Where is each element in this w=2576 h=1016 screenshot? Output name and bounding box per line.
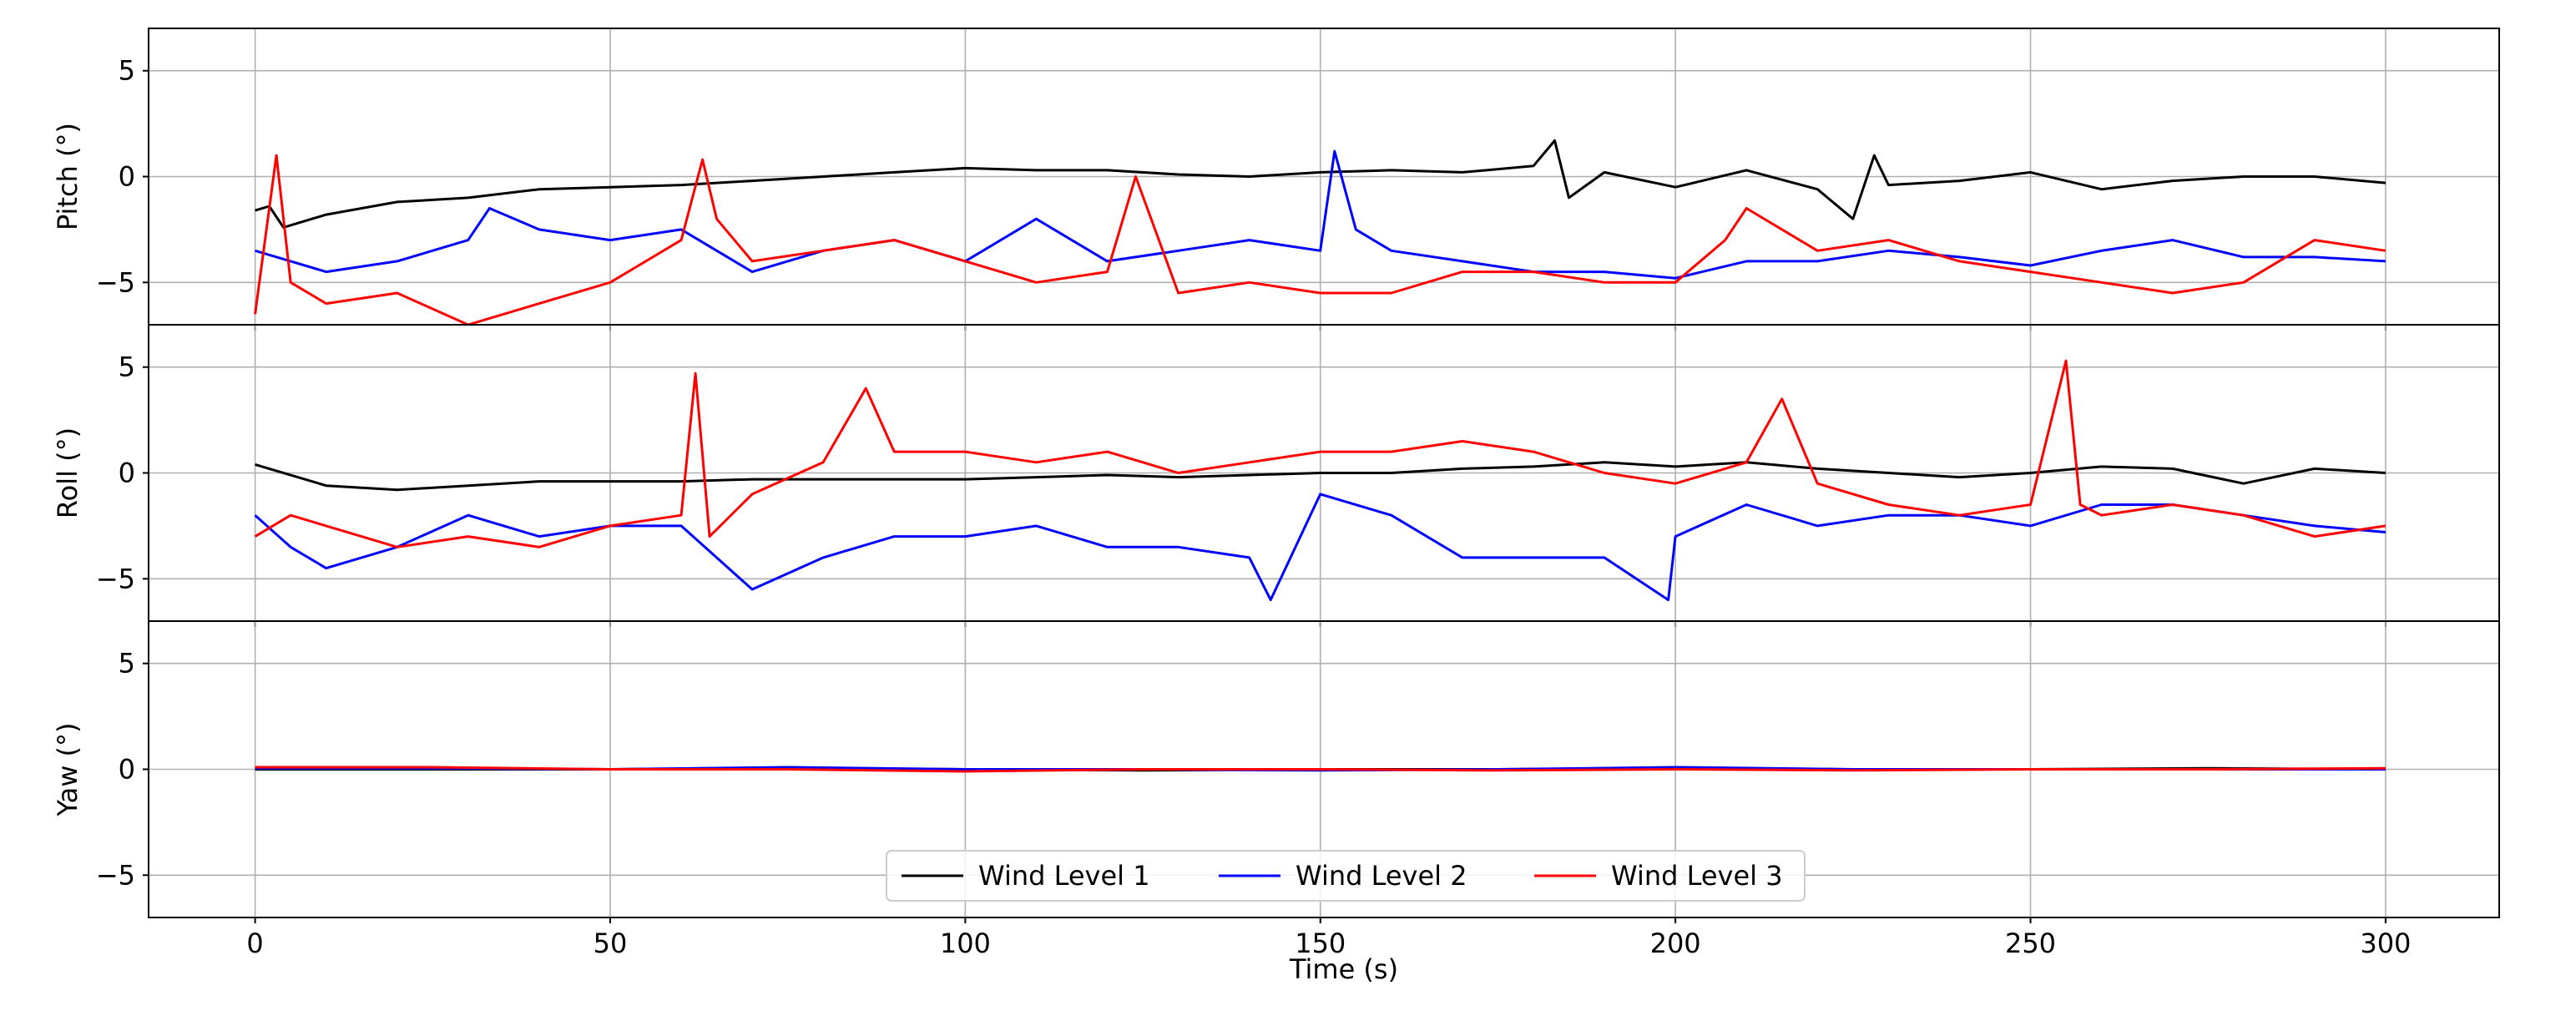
pitch-panel: 5 0 −5 Pitch (°) xyxy=(52,28,2500,331)
legend: Wind Level 1 Wind Level 2 Wind Level 3 xyxy=(886,850,1806,902)
roll-panel: 5 0 −5 Roll (°) xyxy=(52,324,2500,627)
pitch-y-tick-label: −5 xyxy=(96,266,135,298)
pitch-series-wind-level-2 xyxy=(255,149,2386,280)
x-tick-label: 50 xyxy=(593,928,628,959)
roll-y-tick-label: 5 xyxy=(119,351,135,383)
x-tick-label: 300 xyxy=(2360,928,2411,959)
legend-label-wind-level-2: Wind Level 2 xyxy=(1296,860,1467,892)
yaw-series-wind-level-3 xyxy=(255,766,2386,773)
yaw-y-tick-label: 5 xyxy=(119,648,135,680)
pitch-y-axis-label: Pitch (°) xyxy=(52,123,83,230)
yaw-y-tick-label: 0 xyxy=(119,754,135,786)
x-tick-label: 150 xyxy=(1295,928,1346,959)
roll-series-wind-level-3 xyxy=(254,359,2387,548)
x-axis-label: Time (s) xyxy=(1289,953,1398,985)
pitch-series-wind-level-3 xyxy=(254,154,2387,325)
x-tick-label: 200 xyxy=(1650,928,1701,959)
x-tick-label: 250 xyxy=(2005,928,2056,959)
roll-y-tick-label: 0 xyxy=(119,457,135,489)
legend-box xyxy=(886,850,1806,902)
roll-series-wind-level-1 xyxy=(255,461,2386,492)
yaw-y-tick-label: −5 xyxy=(96,859,135,891)
yaw-axes-frame xyxy=(148,620,2500,918)
roll-series-wind-level-2 xyxy=(254,493,2387,602)
x-tick-label: 0 xyxy=(246,928,263,959)
pitch-series-wind-level-1 xyxy=(255,139,2387,229)
legend-label-wind-level-1: Wind Level 1 xyxy=(978,860,1150,892)
pitch-y-tick-label: 0 xyxy=(119,161,135,193)
x-tick-label: 100 xyxy=(940,928,991,959)
yaw-y-axis-label: Yaw (°) xyxy=(52,722,83,816)
roll-y-axis-label: Roll (°) xyxy=(52,427,83,518)
pitch-y-tick-label: 5 xyxy=(119,55,135,87)
legend-label-wind-level-3: Wind Level 3 xyxy=(1611,860,1783,892)
roll-y-tick-label: −5 xyxy=(96,563,135,594)
